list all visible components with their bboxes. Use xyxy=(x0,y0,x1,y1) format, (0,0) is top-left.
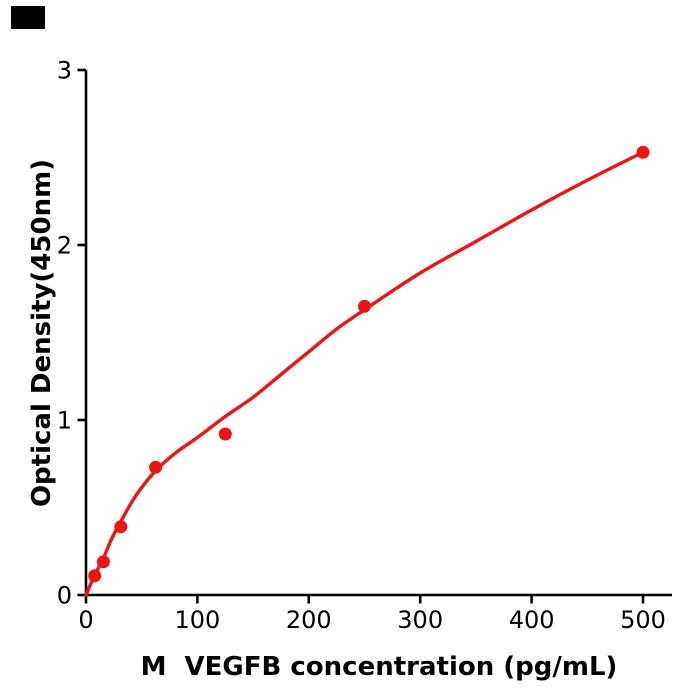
corner-artifact xyxy=(11,6,45,29)
data-point xyxy=(218,427,232,441)
fitted-curve xyxy=(84,150,645,597)
y-tick-label: 3 xyxy=(57,57,72,85)
data-point xyxy=(358,299,371,313)
x-tick-label: 500 xyxy=(620,606,666,634)
y-tick-label: 1 xyxy=(57,407,72,435)
y-axis-title: Optical Density(450nm) xyxy=(27,158,57,508)
x-tick-label: 400 xyxy=(509,606,555,634)
data-point xyxy=(636,145,650,159)
data-point xyxy=(114,520,128,534)
data-point xyxy=(88,569,102,583)
x-tick-label: 0 xyxy=(78,606,93,634)
x-tick-label: 200 xyxy=(286,606,332,634)
data-point xyxy=(149,460,163,474)
y-tick-label: 2 xyxy=(57,232,72,260)
data-point xyxy=(96,555,110,569)
y-tick-label: 0 xyxy=(57,582,72,610)
x-tick-label: 300 xyxy=(397,606,443,634)
x-tick-label: 100 xyxy=(174,606,220,634)
axes-spines xyxy=(84,70,672,597)
x-axis-title: M VEGFB concentration (pg/mL) xyxy=(140,652,618,682)
